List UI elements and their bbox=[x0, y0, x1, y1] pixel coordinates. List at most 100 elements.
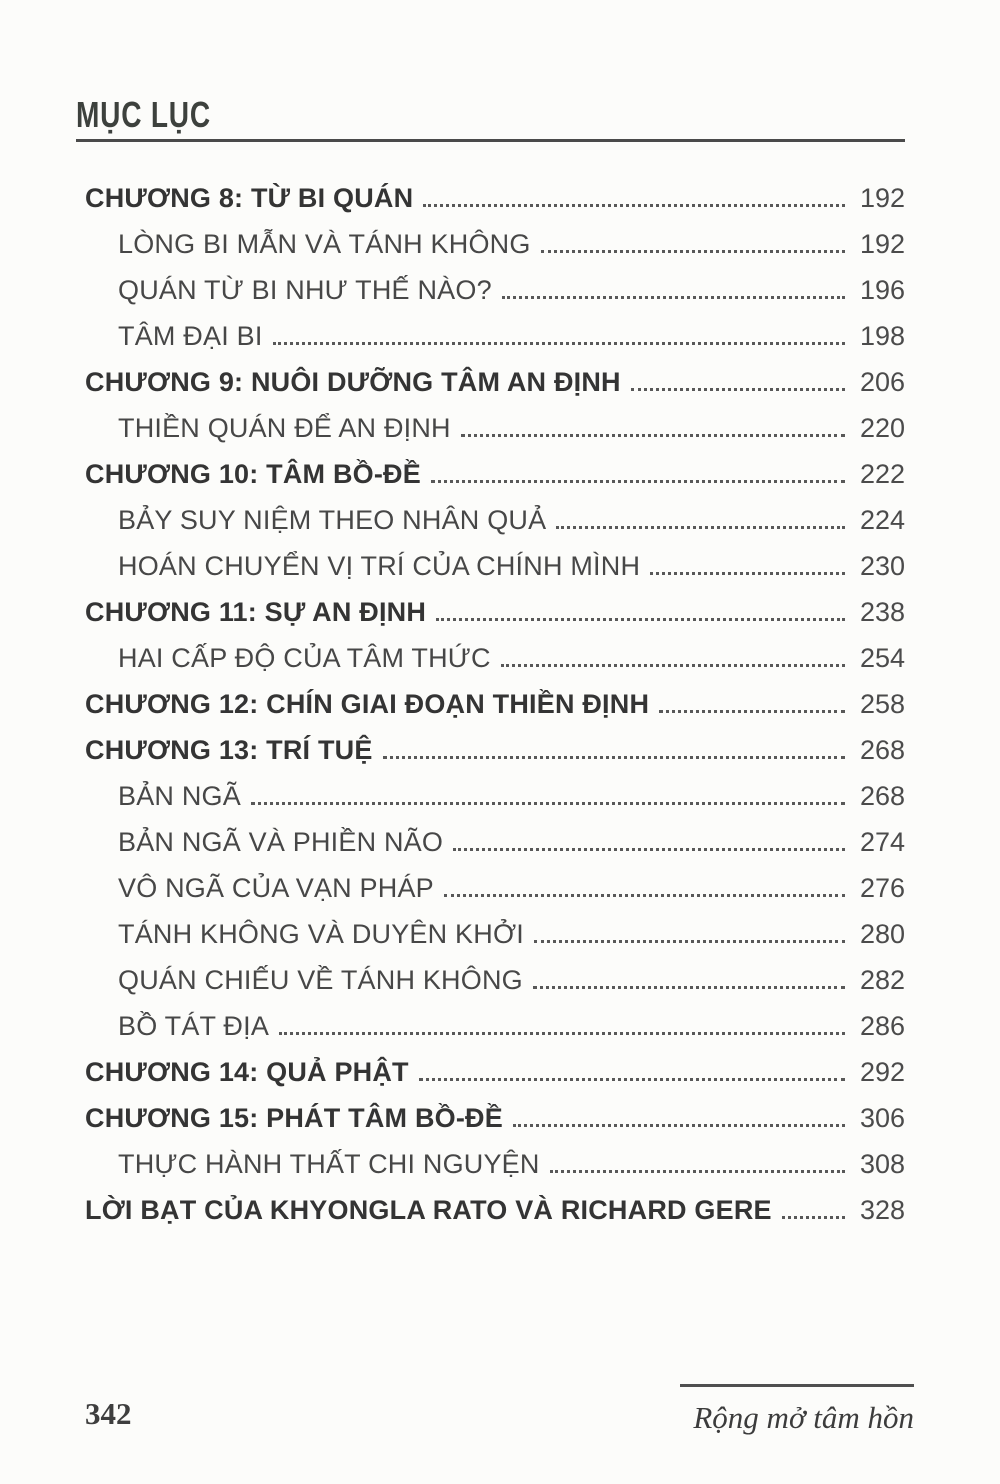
toc-entry-label: BẢN NGÃ bbox=[118, 781, 241, 811]
toc-entry-label: CHƯƠNG 13: TRÍ TUỆ bbox=[85, 735, 373, 765]
toc-entry-page-number: 282 bbox=[859, 965, 905, 995]
toc-entry-section: VÔ NGÃ CỦA VẠN PHÁP 276 bbox=[85, 872, 905, 904]
toc-entry-label: TÁNH KHÔNG VÀ DUYÊN KHỞI bbox=[118, 919, 525, 949]
dot-leader bbox=[453, 848, 845, 851]
dot-leader bbox=[781, 1216, 845, 1219]
dot-leader bbox=[418, 1078, 845, 1081]
toc-entry-label: LỜI BẠT CỦA KHYONGLA RATO VÀ RICHARD GER… bbox=[85, 1195, 772, 1225]
toc-entry-chapter: CHƯƠNG 10: TÂM BỒ-ĐỀ 222 bbox=[85, 458, 905, 490]
toc-entry-label: VÔ NGÃ CỦA VẠN PHÁP bbox=[118, 873, 434, 903]
toc-entry-page-number: 222 bbox=[859, 459, 905, 489]
dot-leader bbox=[500, 664, 845, 667]
dot-leader bbox=[443, 894, 845, 897]
toc-entry-section: BỒ TÁT ĐỊA 286 bbox=[85, 1010, 905, 1042]
toc-entry-page-number: 280 bbox=[859, 919, 905, 949]
toc-entry-page-number: 206 bbox=[859, 367, 905, 397]
toc-entry-page-number: 308 bbox=[859, 1149, 905, 1179]
dot-leader bbox=[501, 296, 845, 299]
toc-entry-chapter: CHƯƠNG 12: CHÍN GIAI ĐOẠN THIỀN ĐỊNH 258 bbox=[85, 688, 905, 720]
dot-leader bbox=[430, 480, 845, 483]
toc-entry-page-number: 274 bbox=[859, 827, 905, 857]
toc-entry-page-number: 192 bbox=[859, 183, 905, 213]
toc-entry-label: HOÁN CHUYỂN VỊ TRÍ CỦA CHÍNH MÌNH bbox=[118, 551, 641, 581]
toc-entry-section: QUÁN CHIẾU VỀ TÁNH KHÔNG 282 bbox=[85, 964, 905, 996]
folio-page-number: 342 bbox=[85, 1396, 132, 1431]
dot-leader bbox=[532, 986, 845, 989]
dot-leader bbox=[272, 342, 845, 345]
toc-entry-section: TÂM ĐẠI BI 198 bbox=[85, 320, 905, 352]
dot-leader bbox=[436, 618, 845, 621]
toc-entry-page-number: 268 bbox=[859, 735, 905, 765]
toc-entry-page-number: 306 bbox=[859, 1103, 905, 1133]
toc-entry-page-number: 198 bbox=[859, 321, 905, 351]
toc-entry-section: BẢN NGÃ VÀ PHIỀN NÃO 274 bbox=[85, 826, 905, 858]
toc-entry-chapter: CHƯƠNG 8: TỪ BI QUÁN 192 bbox=[85, 182, 905, 214]
dot-leader bbox=[512, 1124, 845, 1127]
toc-entry-page-number: 254 bbox=[859, 643, 905, 673]
toc-entry-chapter: CHƯƠNG 13: TRÍ TUỆ 268 bbox=[85, 734, 905, 766]
toc-entry-chapter: LỜI BẠT CỦA KHYONGLA RATO VÀ RICHARD GER… bbox=[85, 1194, 905, 1226]
dot-leader bbox=[460, 434, 845, 437]
toc-entry-label: CHƯƠNG 14: QUẢ PHẬT bbox=[85, 1057, 409, 1087]
page-header: MỤC LỤC bbox=[0, 0, 1000, 142]
toc-entry-page-number: 258 bbox=[859, 689, 905, 719]
toc-entry-page-number: 192 bbox=[859, 229, 905, 259]
dot-leader bbox=[549, 1170, 845, 1173]
page-title: MỤC LỤC bbox=[76, 94, 211, 135]
header-rule bbox=[76, 139, 905, 142]
toc-entry-page-number: 220 bbox=[859, 413, 905, 443]
toc-entry-page-number: 328 bbox=[859, 1195, 905, 1225]
toc-entry-label: CHƯƠNG 15: PHÁT TÂM BỒ-ĐỀ bbox=[85, 1103, 503, 1133]
dot-leader bbox=[650, 572, 845, 575]
toc-entry-label: CHƯƠNG 10: TÂM BỒ-ĐỀ bbox=[85, 459, 421, 489]
toc-entry-section: QUÁN TỪ BI NHƯ THẾ NÀO? 196 bbox=[85, 274, 905, 306]
toc-entry-page-number: 196 bbox=[859, 275, 905, 305]
toc-entry-label: THIỀN QUÁN ĐỂ AN ĐỊNH bbox=[118, 413, 451, 443]
dot-leader bbox=[630, 388, 845, 391]
toc-entry-section: BẢN NGÃ 268 bbox=[85, 780, 905, 812]
toc-entry-label: THỰC HÀNH THẤT CHI NGUYỆN bbox=[118, 1149, 540, 1179]
toc-entry-label: QUÁN CHIẾU VỀ TÁNH KHÔNG bbox=[118, 965, 523, 995]
toc-entry-section: HAI CẤP ĐỘ CỦA TÂM THỨC 254 bbox=[85, 642, 905, 674]
dot-leader bbox=[279, 1032, 845, 1035]
toc-entry-chapter: CHƯƠNG 14: QUẢ PHẬT 292 bbox=[85, 1056, 905, 1088]
toc-entry-label: QUÁN TỪ BI NHƯ THẾ NÀO? bbox=[118, 275, 492, 305]
toc-entry-page-number: 268 bbox=[859, 781, 905, 811]
toc-entry-label: CHƯƠNG 12: CHÍN GIAI ĐOẠN THIỀN ĐỊNH bbox=[85, 689, 650, 719]
toc-entry-section: BẢY SUY NIỆM THEO NHÂN QUẢ 224 bbox=[85, 504, 905, 536]
toc-entry-label: CHƯƠNG 9: NUÔI DƯỠNG TÂM AN ĐỊNH bbox=[85, 367, 621, 397]
footer-rule bbox=[680, 1384, 914, 1387]
dot-leader bbox=[556, 526, 845, 529]
toc-entry-page-number: 286 bbox=[859, 1011, 905, 1041]
toc-entry-section: THIỀN QUÁN ĐỂ AN ĐỊNH 220 bbox=[85, 412, 905, 444]
toc-entry-section: THỰC HÀNH THẤT CHI NGUYỆN 308 bbox=[85, 1148, 905, 1180]
toc-entry-chapter: CHƯƠNG 11: SỰ AN ĐỊNH 238 bbox=[85, 596, 905, 628]
dot-leader bbox=[540, 250, 845, 253]
toc-entry-label: CHƯƠNG 11: SỰ AN ĐỊNH bbox=[85, 597, 427, 627]
footer-right: Rộng mở tâm hồn bbox=[680, 1384, 914, 1436]
dot-leader bbox=[250, 802, 845, 805]
toc-entry-page-number: 230 bbox=[859, 551, 905, 581]
toc-entry-chapter: CHƯƠNG 15: PHÁT TÂM BỒ-ĐỀ 306 bbox=[85, 1102, 905, 1134]
toc-entry-section: LÒNG BI MẪN VÀ TÁNH KHÔNG 192 bbox=[85, 228, 905, 260]
toc-entry-label: CHƯƠNG 8: TỪ BI QUÁN bbox=[85, 183, 414, 213]
book-title: Rộng mở tâm hồn bbox=[693, 1400, 914, 1435]
toc-entry-label: LÒNG BI MẪN VÀ TÁNH KHÔNG bbox=[118, 229, 531, 259]
toc-entry-section: HOÁN CHUYỂN VỊ TRÍ CỦA CHÍNH MÌNH 230 bbox=[85, 550, 905, 582]
toc-entry-page-number: 292 bbox=[859, 1057, 905, 1087]
dot-leader bbox=[382, 756, 845, 759]
toc-entry-label: BẢN NGÃ VÀ PHIỀN NÃO bbox=[118, 827, 444, 857]
dot-leader bbox=[423, 204, 845, 207]
toc-entry-label: TÂM ĐẠI BI bbox=[118, 321, 263, 351]
dot-leader bbox=[534, 940, 845, 943]
toc-list: CHƯƠNG 8: TỪ BI QUÁN 192 LÒNG BI MẪN VÀ TÁ… bbox=[85, 182, 905, 1226]
toc-entry-label: BỒ TÁT ĐỊA bbox=[118, 1011, 270, 1041]
toc-entry-label: BẢY SUY NIỆM THEO NHÂN QUẢ bbox=[118, 505, 547, 535]
toc-entry-page-number: 238 bbox=[859, 597, 905, 627]
toc-entry-page-number: 276 bbox=[859, 873, 905, 903]
dot-leader bbox=[659, 710, 845, 713]
toc-entry-page-number: 224 bbox=[859, 505, 905, 535]
toc-entry-section: TÁNH KHÔNG VÀ DUYÊN KHỞI 280 bbox=[85, 918, 905, 950]
toc-entry-label: HAI CẤP ĐỘ CỦA TÂM THỨC bbox=[118, 643, 491, 673]
